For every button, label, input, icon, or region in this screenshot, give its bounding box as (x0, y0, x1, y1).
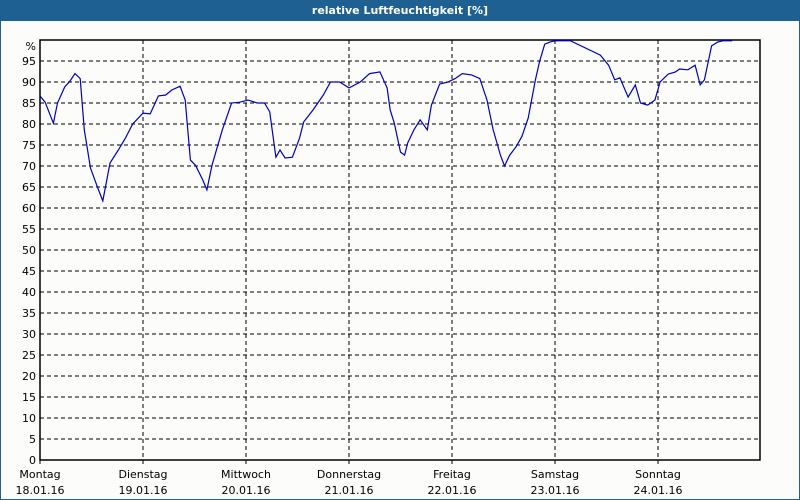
x-tick-date: 20.01.16 (222, 484, 271, 497)
y-tick-label: 80 (22, 118, 36, 131)
y-tick-label: 85 (22, 97, 36, 110)
y-tick-label: 35 (22, 307, 36, 320)
y-tick-label: 55 (22, 223, 36, 236)
y-tick-label: 45 (22, 265, 36, 278)
plot-area (39, 39, 761, 461)
grid-lines (39, 40, 760, 464)
x-tick-date: 19.01.16 (119, 484, 168, 497)
x-tick-day: Samstag (531, 468, 579, 481)
y-tick-label: 40 (22, 286, 36, 299)
x-tick-day: Sonntag (635, 468, 681, 481)
chart-title: relative Luftfeuchtigkeit [%] (0, 0, 800, 21)
x-tick-day: Freitag (433, 468, 471, 481)
y-tick-label: 10 (22, 412, 36, 425)
y-tick-label: 60 (22, 202, 36, 215)
y-tick-label: 0 (29, 454, 36, 467)
y-unit-label: % (26, 40, 36, 53)
y-tick-label: 20 (22, 370, 36, 383)
y-tick-label: 70 (22, 160, 36, 173)
x-tick-date: 22.01.16 (428, 484, 477, 497)
y-tick-label: 90 (22, 76, 36, 89)
y-tick-label: 5 (29, 433, 36, 446)
x-tick-date: 18.01.16 (16, 484, 65, 497)
y-tick-label: 75 (22, 139, 36, 152)
y-tick-label: 50 (22, 244, 36, 257)
x-tick-date: 23.01.16 (531, 484, 580, 497)
x-axis-ticks: Montag 18.01.16 Dienstag 19.01.16 Mittwoch 20… (16, 468, 683, 497)
x-tick-day: Dienstag (118, 468, 167, 481)
y-tick-label: 30 (22, 328, 36, 341)
x-tick-day: Montag (19, 468, 60, 481)
y-tick-label: 25 (22, 349, 36, 362)
y-tick-label: 65 (22, 181, 36, 194)
x-tick-date: 21.01.16 (325, 484, 374, 497)
x-tick-day: Donnerstag (317, 468, 381, 481)
x-tick-date: 24.01.16 (634, 484, 683, 497)
x-tick-day: Mittwoch (221, 468, 271, 481)
y-axis-ticks: 0 5 10 15 20 25 30 35 40 45 50 55 60 65 70 75 80 85 90 95% (22, 40, 36, 467)
y-tick-label: 95 (22, 55, 36, 68)
y-tick-label: 15 (22, 391, 36, 404)
humidity-series-line (39, 40, 733, 204)
